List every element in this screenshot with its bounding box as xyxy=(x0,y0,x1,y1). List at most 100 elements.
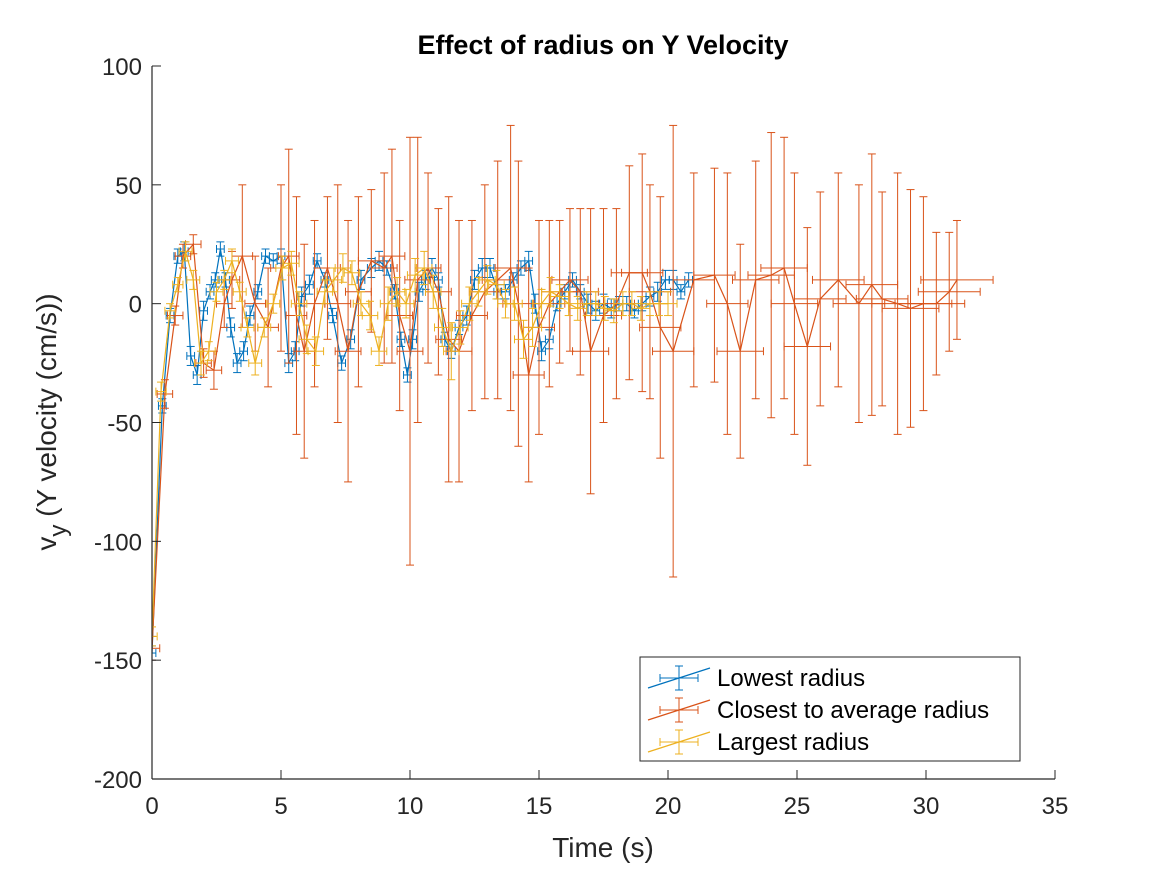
x-tick-label: 30 xyxy=(913,793,940,820)
error-bar xyxy=(225,248,239,274)
error-bar xyxy=(770,172,819,435)
error-bar xyxy=(239,341,248,362)
series-closest-to-average-radius xyxy=(152,124,994,661)
error-bar xyxy=(783,227,832,466)
series-lowest-radius xyxy=(152,241,694,661)
error-bar xyxy=(370,336,388,366)
error-bar xyxy=(290,291,308,317)
y-tick-label: -100 xyxy=(94,529,142,556)
y-tick-label: 50 xyxy=(115,173,142,200)
error-bar xyxy=(855,191,909,407)
error-bar xyxy=(232,353,242,374)
y-axis-title-subscript: y xyxy=(45,525,72,537)
error-bar xyxy=(811,172,865,388)
x-tick-label: 15 xyxy=(526,793,553,820)
legend-label-lowest-radius: Lowest radius xyxy=(717,665,865,692)
error-bar xyxy=(397,288,415,319)
error-bar xyxy=(357,189,385,333)
error-bar xyxy=(248,350,263,376)
error-bar xyxy=(406,258,424,293)
error-bar xyxy=(455,219,488,412)
series-line xyxy=(152,248,690,654)
error-bar xyxy=(881,189,940,428)
y-tick-label: 100 xyxy=(102,54,142,81)
error-bar xyxy=(305,274,314,295)
error-bar xyxy=(631,296,651,321)
error-bar xyxy=(415,250,433,286)
error-bar xyxy=(652,124,695,578)
error-bar xyxy=(257,317,272,338)
error-bar xyxy=(216,241,225,257)
error-bar xyxy=(658,291,678,317)
error-bar xyxy=(164,303,176,319)
error-bar xyxy=(240,317,255,338)
error-bar xyxy=(747,132,795,419)
error-bar xyxy=(156,379,174,409)
ticks-layer: 0 5 10 15 20 25 30 35 -200 -150 -100 -50 0 50 100 xyxy=(94,54,1068,820)
series-line xyxy=(152,251,668,637)
error-bar xyxy=(479,265,496,295)
error-bar xyxy=(307,336,325,366)
error-bar xyxy=(537,341,546,362)
error-bar xyxy=(172,277,184,293)
error-bar xyxy=(328,307,337,324)
error-bar xyxy=(621,153,664,393)
error-bar xyxy=(178,241,193,262)
error-bar xyxy=(396,136,424,566)
y-axis-title-main: v xyxy=(31,537,62,551)
error-bar xyxy=(378,148,406,364)
error-bar xyxy=(370,172,398,364)
error-bar xyxy=(639,196,682,459)
x-tick-label: 35 xyxy=(1042,793,1069,820)
series-layer xyxy=(152,124,994,661)
error-bar xyxy=(404,136,432,423)
error-bar xyxy=(572,208,610,495)
error-bar xyxy=(443,322,460,381)
error-bar xyxy=(793,191,847,407)
error-bar xyxy=(261,248,270,264)
legend-label-closest-to-average-radius: Closest to average radius xyxy=(717,697,989,724)
y-axis-title-rest: (Y velocity (cm/s)) xyxy=(31,293,62,524)
legend-swatch-largest-radius xyxy=(647,729,711,755)
error-bar xyxy=(452,310,469,345)
error-bar xyxy=(716,243,764,459)
error-bar xyxy=(586,291,606,317)
legend: Lowest radius Closest to average radius … xyxy=(639,656,1021,762)
y-tick-label: 0 xyxy=(129,292,142,319)
error-bar xyxy=(512,267,545,483)
error-bar xyxy=(388,277,406,307)
x-tick-label: 25 xyxy=(784,793,811,820)
error-bar xyxy=(343,260,361,286)
error-bar xyxy=(266,293,281,314)
error-bar xyxy=(917,231,981,352)
legend-swatch-closest-to-average-radius xyxy=(647,697,711,723)
error-bar xyxy=(275,255,290,281)
error-bar xyxy=(506,286,523,321)
error-bar xyxy=(361,300,379,331)
x-axis-title: Time (s) xyxy=(552,832,654,863)
legend-swatch-lowest-radius xyxy=(647,665,711,691)
legend-entry-largest-radius: Largest radius xyxy=(647,729,869,756)
error-bar xyxy=(485,258,495,279)
error-bar xyxy=(434,307,451,347)
error-bar xyxy=(693,167,736,383)
legend-entry-closest-to-average-radius: Closest to average radius xyxy=(647,697,989,724)
error-bar xyxy=(494,124,527,412)
error-bar xyxy=(334,253,352,283)
error-bar xyxy=(523,307,543,347)
error-bar xyxy=(334,219,362,483)
error-bar xyxy=(907,231,966,376)
error-bar xyxy=(488,269,505,300)
error-bar xyxy=(461,286,478,321)
error-bar xyxy=(577,291,597,317)
legend-entry-lowest-radius: Lowest radius xyxy=(647,665,865,692)
error-bar xyxy=(845,153,899,416)
series-largest-radius xyxy=(152,241,678,647)
error-bar xyxy=(232,281,247,302)
error-bar xyxy=(244,255,267,352)
error-bar xyxy=(186,345,196,366)
y-tick-label: -200 xyxy=(94,767,142,794)
legend-box xyxy=(639,656,1021,762)
